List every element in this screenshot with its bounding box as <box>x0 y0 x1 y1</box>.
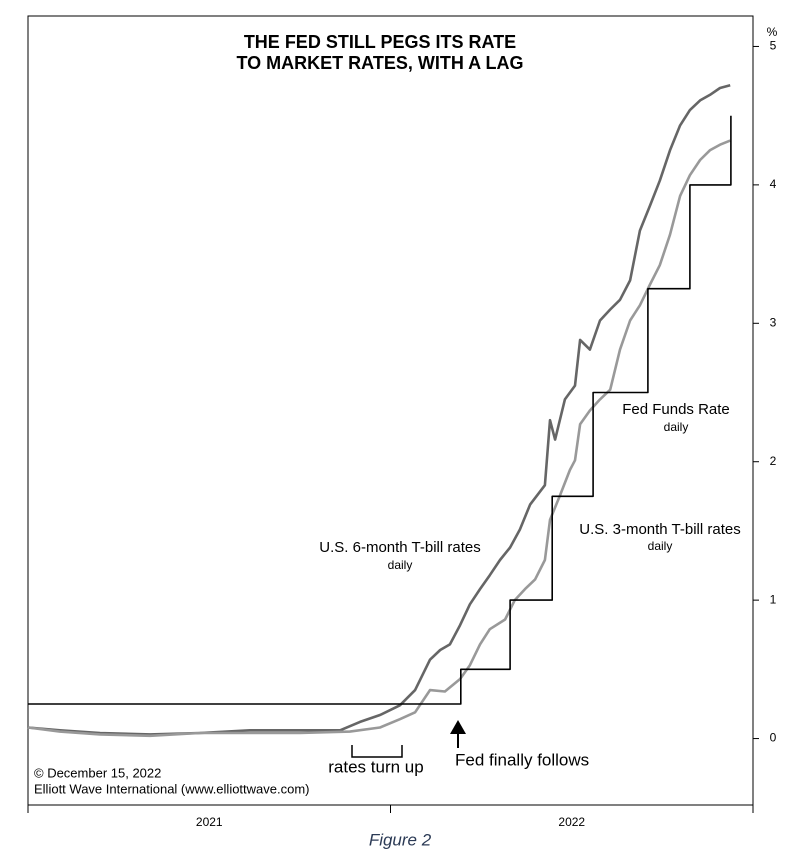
series-label: Fed Funds Rate <box>622 401 730 418</box>
x-tick-label: 2021 <box>196 815 223 829</box>
series-line <box>27 83 731 736</box>
y-tick-label: 1 <box>770 592 777 606</box>
series-note: daily <box>388 558 413 572</box>
series-note: daily <box>664 420 689 434</box>
arrow-head <box>450 720 466 734</box>
series-label: U.S. 3-month T-bill rates <box>579 521 740 538</box>
series-line <box>28 115 732 705</box>
x-tick-label: 2022 <box>558 815 585 829</box>
bracket <box>351 745 403 758</box>
y-tick-label: 4 <box>770 177 777 191</box>
series-note: daily <box>648 539 673 553</box>
series-line <box>27 139 731 738</box>
source: © December 15, 2022 <box>34 765 161 780</box>
annotation: Fed finally follows <box>455 750 589 769</box>
y-tick-label: 0 <box>770 731 777 745</box>
y-unit: % <box>767 25 778 39</box>
y-tick-label: 3 <box>770 315 777 329</box>
caption: Figure 2 <box>369 830 432 849</box>
y-tick-label: 2 <box>770 454 777 468</box>
source: Elliott Wave International (www.elliottw… <box>34 781 310 796</box>
y-tick-label: 5 <box>770 39 777 53</box>
chart-title: THE FED STILL PEGS ITS RATE <box>244 32 516 52</box>
series-label: U.S. 6-month T-bill rates <box>319 539 480 556</box>
chart-title: TO MARKET RATES, WITH A LAG <box>237 53 524 73</box>
annotation: rates turn up <box>328 757 423 776</box>
